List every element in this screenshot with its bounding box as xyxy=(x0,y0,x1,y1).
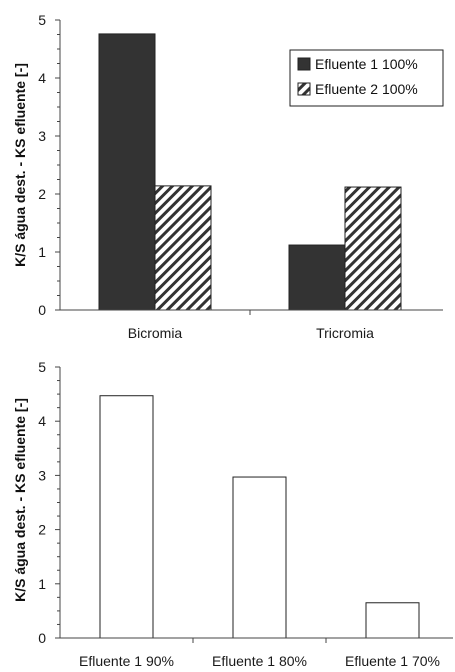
x-tick-label: Efluente 1 80% xyxy=(212,653,307,669)
chart-bottom: K/S água dest. - KS efluente [-] Efluent… xyxy=(12,359,453,669)
legend: Efluente 1 100% Efluente 2 100% xyxy=(289,49,444,107)
y-tick-label: 0 xyxy=(38,630,46,646)
y-tick-label: 4 xyxy=(38,70,46,86)
legend-label-series-2: Efluente 2 100% xyxy=(315,81,418,97)
y-tick-label: 2 xyxy=(38,522,46,538)
bar xyxy=(232,476,287,639)
x-tick-label: Bicromia xyxy=(128,325,183,341)
x-tick-label: Efluente 1 70% xyxy=(345,653,440,669)
chart-top: K/S água dest. - KS efluente [-] Bicromi… xyxy=(12,12,444,341)
y-tick-label: 1 xyxy=(38,244,46,260)
bar xyxy=(98,33,156,311)
legend-swatch-series-1 xyxy=(297,57,311,71)
x-tick-label: Efluente 1 90% xyxy=(79,653,174,669)
bar xyxy=(288,244,346,311)
bar xyxy=(344,186,402,311)
legend-label-series-1: Efluente 1 100% xyxy=(315,56,418,72)
plot-area: Bicromia Tricromia 0 1 2 3 4 5 xyxy=(38,12,443,341)
y-tick-label: 4 xyxy=(38,413,46,429)
legend-swatch-series-2 xyxy=(297,82,311,96)
y-axis-title: K/S água dest. - KS efluente [-] xyxy=(12,398,28,602)
y-tick-label: 5 xyxy=(38,12,46,28)
y-tick-label: 5 xyxy=(38,359,46,375)
y-tick-label: 2 xyxy=(38,186,46,202)
legend-box xyxy=(289,49,444,107)
bar xyxy=(154,185,212,311)
bar xyxy=(99,395,154,639)
y-axis-title: K/S água dest. - KS efluente [-] xyxy=(12,63,28,267)
y-tick-label: 3 xyxy=(38,467,46,483)
y-tick-label: 3 xyxy=(38,128,46,144)
plot-area: Efluente 1 90% Efluente 1 80% Efluente 1 7… xyxy=(38,359,453,669)
bar xyxy=(365,602,420,639)
x-tick-label: Tricromia xyxy=(316,325,374,341)
y-tick-label: 1 xyxy=(38,576,46,592)
y-tick-label: 0 xyxy=(38,302,46,318)
